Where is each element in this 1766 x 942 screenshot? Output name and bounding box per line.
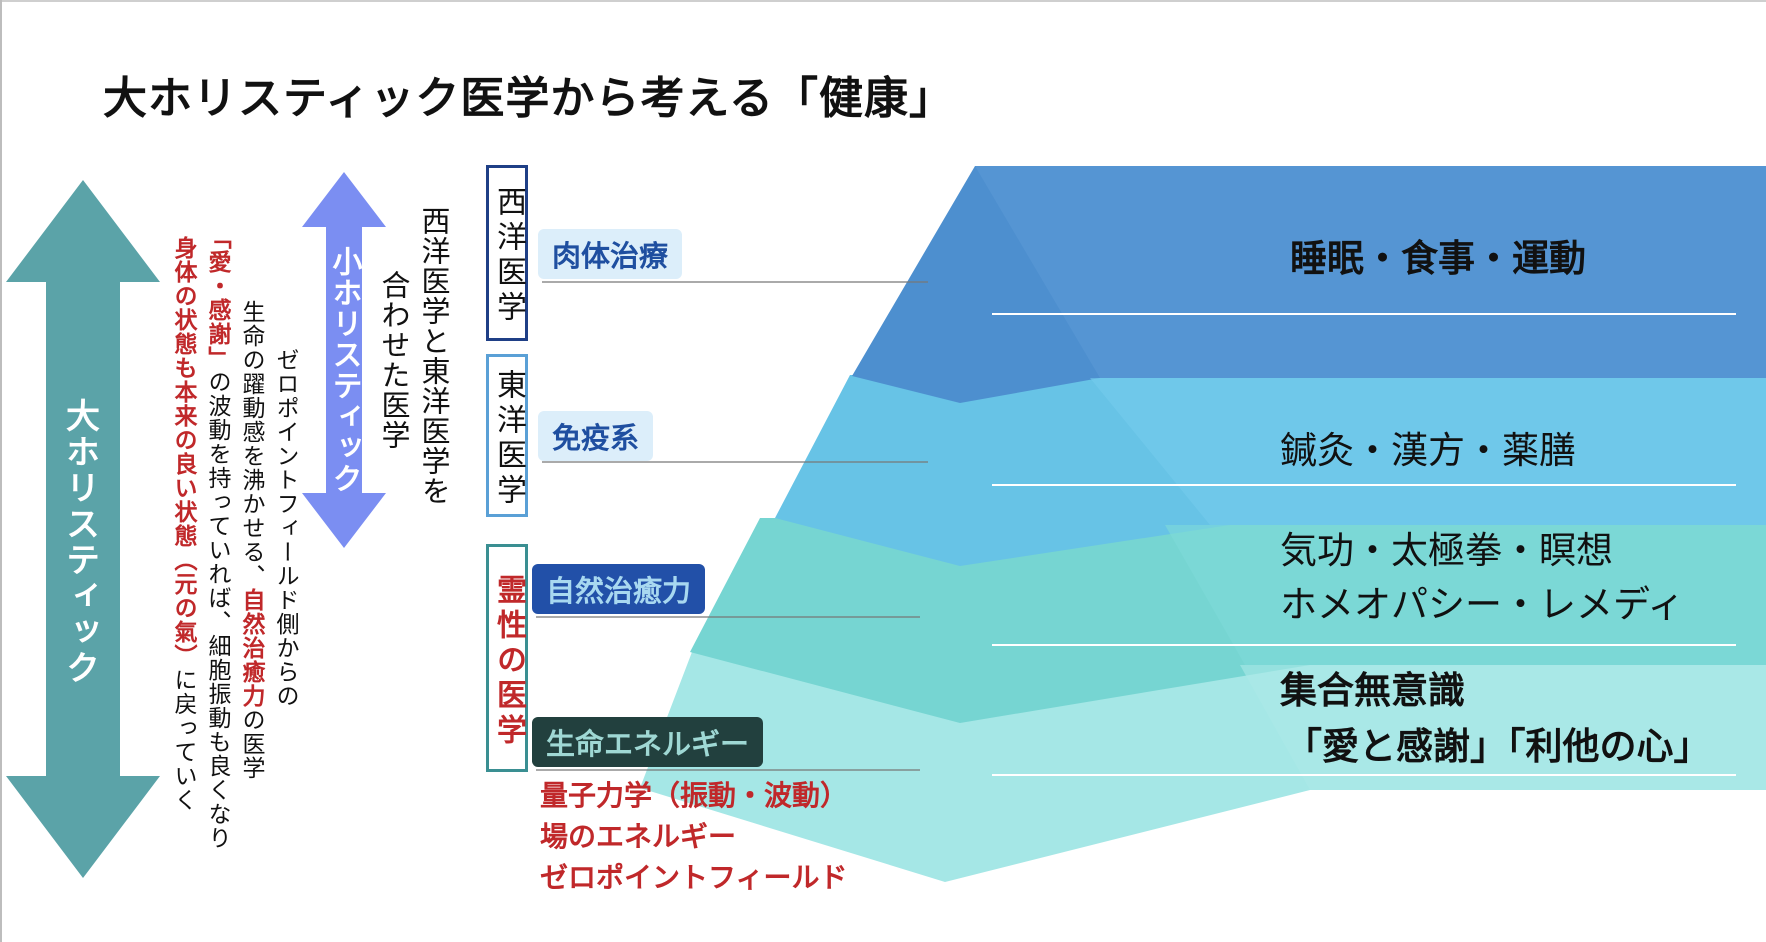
- small-holistic-label: 小ホリスティック: [326, 246, 362, 494]
- tag-immune-system: 免疫系: [538, 411, 654, 461]
- level-love-label: 「愛と感謝」「利他の心」: [1285, 725, 1711, 768]
- western-eastern-line1: 西洋医学と東洋医学を: [417, 206, 451, 506]
- eastern-medicine-box: 東洋医学: [486, 354, 528, 517]
- tag-life-energy: 生命エネルギー: [532, 717, 764, 767]
- level-collective-label: 集合無意識: [1280, 669, 1465, 712]
- red-list-item: ゼロポイントフィールド: [540, 861, 848, 894]
- level-homeopathy-label: ホメオパシー・レメディ: [1280, 583, 1685, 626]
- tag-natural-healing: 自然治癒力: [532, 564, 706, 614]
- red-list-item: 場のエネルギー: [540, 820, 737, 853]
- top-border: [0, 0, 1766, 2]
- red-list-item: 量子力学（振動・波動）: [540, 779, 849, 812]
- level-acupuncture-label: 鍼灸・漢方・薬膳: [1280, 429, 1576, 472]
- zero-point-col3: 「愛・感謝」の波動を持っていれば、細胞振動も良くなり: [204, 226, 230, 850]
- big-holistic-label: 大ホリスティック: [59, 398, 100, 686]
- zero-point-col1: ゼロポイントフィールド側からの: [272, 348, 298, 708]
- level-qigong-label: 気功・太極拳・瞑想: [1280, 529, 1613, 572]
- spiritual-medicine-box: 霊性の医学: [486, 544, 528, 772]
- tag-body-treatment: 肉体治療: [538, 229, 683, 279]
- page-title: 大ホリスティック医学から考える「健康」: [103, 73, 955, 124]
- small-double-arrow: [302, 172, 386, 548]
- zero-point-col2: 生命の躍動感を沸かせる、自然治癒力の医学: [238, 300, 264, 780]
- western-eastern-line2: 合わせた医学: [377, 270, 411, 450]
- big-double-arrow: [6, 180, 160, 878]
- left-border: [0, 0, 2, 942]
- level-lifestyle-label: 睡眠・食事・運動: [1290, 237, 1586, 280]
- zero-point-col4: 身体の状態も本来の良い状態（元の氣）に戻っていく: [170, 236, 196, 812]
- western-medicine-box: 西洋医学: [486, 165, 528, 341]
